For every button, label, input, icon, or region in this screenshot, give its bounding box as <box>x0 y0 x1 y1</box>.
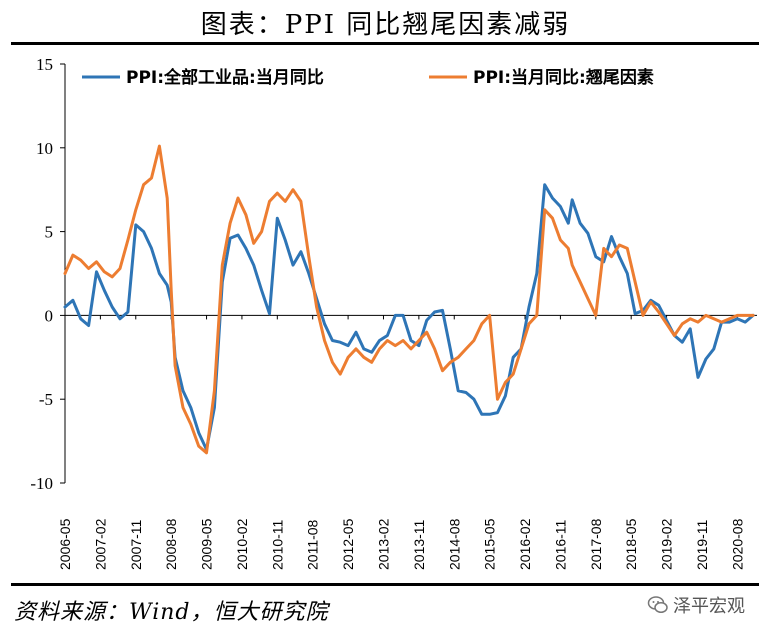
x-tick-label: 2009-05 <box>199 518 215 570</box>
x-tick-label: 2013-11 <box>411 519 427 570</box>
series-line-2 <box>63 144 755 455</box>
x-tick-label: 2007-11 <box>128 519 144 570</box>
x-tick-label: 2013-02 <box>375 518 391 570</box>
bottom-rule <box>11 583 759 586</box>
line-chart: 15 10 5 0 -5 -10 2006-05 2007-02 2007-11 2008-08 2… <box>30 55 757 570</box>
x-tick-label: 2008-08 <box>163 518 179 570</box>
top-rule <box>11 42 759 45</box>
x-tick-label: 2007-02 <box>92 518 108 570</box>
chart-axes: 15 10 5 0 -5 -10 2006-05 2007-02 2007-11 2008-08 2… <box>30 55 757 570</box>
legend-label-2: PPI:当月同比:翘尾因素 <box>473 67 654 88</box>
x-tick-label: 2018-05 <box>623 518 639 570</box>
x-tick-label: 2016-11 <box>552 519 568 570</box>
x-tick-label: 2016-02 <box>517 518 533 570</box>
y-tick-label: 10 <box>36 139 53 158</box>
y-tick-label: 0 <box>45 306 54 325</box>
wechat-icon <box>647 596 668 614</box>
x-tick-label: 2010-11 <box>269 519 285 570</box>
x-tick-label: 2017-08 <box>588 518 604 570</box>
y-tick-label: 15 <box>36 55 53 74</box>
x-tick-label: 2012-05 <box>340 518 356 570</box>
watermark: 泽平宏观 <box>647 592 745 618</box>
x-tick-label: 2006-05 <box>57 518 73 570</box>
y-tick-label: 5 <box>45 223 54 242</box>
source-note: 资料来源：Wind，恒大研究院 <box>14 600 329 625</box>
legend-label-1: PPI:全部工业品:当月同比 <box>126 67 324 88</box>
x-tick-label: 2015-05 <box>482 518 498 570</box>
y-tick-label: -5 <box>39 390 53 409</box>
x-tick-label: 2014-08 <box>446 518 462 570</box>
x-tick-label: 2020-08 <box>729 518 745 570</box>
chart-legend: PPI:全部工业品:当月同比 PPI:当月同比:翘尾因素 <box>82 67 654 88</box>
y-tick-label: -10 <box>30 474 53 493</box>
watermark-label: 泽平宏观 <box>673 596 745 617</box>
x-tick-label: 2010-02 <box>234 518 250 570</box>
x-tick-label: 2019-02 <box>659 518 675 570</box>
x-tick-label: 2019-11 <box>694 519 710 570</box>
x-tick-label: 2011-08 <box>305 519 321 570</box>
chart-title: 图表：PPI 同比翘尾因素减弱 <box>200 10 571 40</box>
chart-series <box>63 144 755 455</box>
